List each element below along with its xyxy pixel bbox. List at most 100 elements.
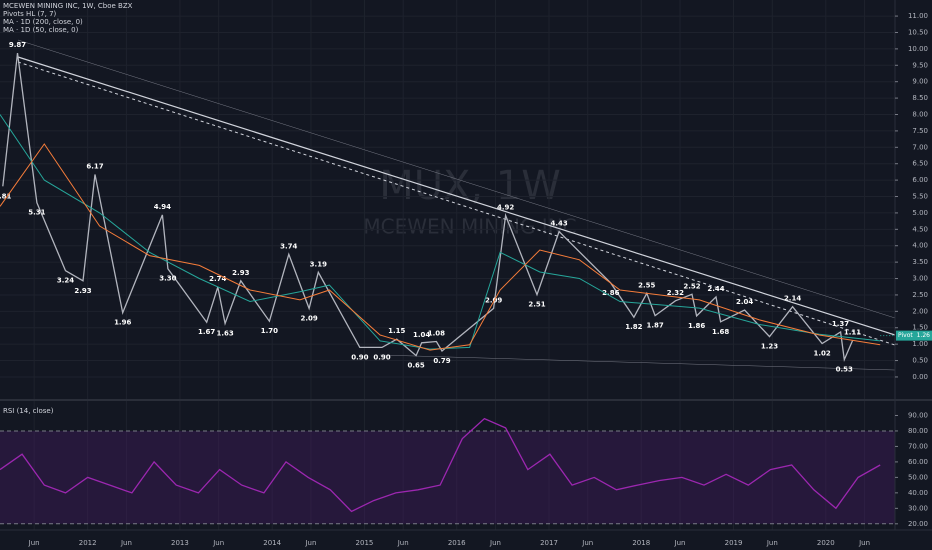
pivot-label: 3.19: [310, 260, 327, 268]
y-tick-label: 8.00: [912, 110, 928, 118]
y-tick-label: 20.00: [908, 520, 928, 528]
y-tick-label: 0.00: [912, 373, 928, 381]
x-tick-label: 2013: [171, 539, 189, 547]
x-tick-label: 2019: [725, 539, 743, 547]
pivot-label: 4.43: [551, 220, 568, 228]
y-tick-label: 3.50: [912, 258, 928, 266]
pivot-label: 1.04: [413, 331, 430, 339]
watermark: MUX, 1W: [379, 163, 561, 209]
support-line: [379, 354, 896, 371]
pivot-label: 1.11: [844, 329, 861, 337]
pivot-label: 1.63: [216, 329, 233, 337]
last-price-value: 1.26: [917, 332, 931, 339]
pivot-label: 3.74: [280, 242, 297, 250]
x-tick-label: Jun: [674, 539, 686, 547]
pivot-label: 5.31: [28, 209, 45, 217]
series-line: [0, 143, 881, 351]
watermark-subtitle: MCEWEN MINING INC: [363, 215, 576, 239]
y-tick-label: 40.00: [908, 489, 928, 497]
pivot-label: 2.74: [209, 275, 226, 283]
pivot-label: 1.08: [428, 330, 445, 338]
y-tick-label: 4.00: [912, 242, 928, 250]
y-tick-label: 6.50: [912, 160, 928, 168]
series-line: [0, 417, 881, 513]
series-line: [2, 53, 854, 362]
pivot-label: 1.23: [761, 343, 778, 351]
legend-entry: MA · 1D (50, close, 0): [3, 26, 79, 34]
x-tick-label: 2014: [263, 539, 281, 547]
pivot-label: 9.87: [9, 41, 26, 49]
last-price-name: Pivot: [898, 332, 913, 339]
x-tick-label: 2017: [540, 539, 558, 547]
x-tick-label: 2018: [632, 539, 650, 547]
y-tick-label: 1.00: [912, 340, 928, 348]
pivot-label: 2.51: [528, 301, 545, 309]
pivot-label: 0.90: [351, 353, 368, 361]
pivot-label: 2.44: [707, 285, 724, 293]
rsi-band: [0, 430, 895, 524]
pivot-label: 2.09: [300, 314, 317, 322]
pivot-label: 2.52: [683, 282, 700, 290]
pivot-label: 2.55: [638, 281, 655, 289]
chart-title: MCEWEN MINING INC, 1W, Cboe BZX: [3, 2, 133, 10]
x-tick-label: 2020: [817, 539, 835, 547]
pivot-label: 6.17: [86, 163, 103, 171]
y-tick-label: 10.00: [908, 45, 928, 53]
y-tick-label: 0.50: [912, 357, 928, 365]
y-tick-label: 3.00: [912, 275, 928, 283]
pivot-label: 1.87: [646, 322, 663, 330]
legend-entry: Pivots HL (7, 7): [3, 10, 57, 18]
last-price-tag: [896, 330, 932, 341]
y-tick-label: 7.00: [912, 143, 928, 151]
pivot-label: 0.79: [433, 357, 450, 365]
y-tick-label: 9.50: [912, 61, 928, 69]
pivot-label: 3.24: [57, 277, 74, 285]
trendline-thin: [17, 39, 896, 319]
pivot-label: 3.30: [159, 275, 176, 283]
y-tick-label: 30.00: [908, 504, 928, 512]
y-tick-label: 2.50: [912, 291, 928, 299]
y-tick-label: 90.00: [908, 411, 928, 419]
plot: 5.819.875.313.242.936.171.964.943.301.67…: [0, 41, 895, 513]
y-tick-label: 7.50: [912, 127, 928, 135]
trendline: [17, 56, 896, 336]
x-tick-label: 2015: [356, 539, 374, 547]
x-tick-label: Jun: [28, 539, 40, 547]
pivot-label: 2.86: [602, 289, 619, 297]
pivot-label: 0.90: [373, 353, 390, 361]
x-tick-label: 2012: [79, 539, 97, 547]
y-tick-label: 8.50: [912, 94, 928, 102]
y-tick-label: 2.00: [912, 307, 928, 315]
pivot-label: 4.94: [154, 203, 171, 211]
pivot-label: 2.09: [485, 296, 502, 304]
pivot-label: 2.93: [232, 269, 249, 277]
pivot-label: 1.68: [712, 328, 729, 336]
x-tick-label: Jun: [489, 539, 501, 547]
pivot-label: 2.93: [74, 287, 91, 295]
y-tick-label: 70.00: [908, 442, 928, 450]
x-tick-label: Jun: [581, 539, 593, 547]
x-tick-label: Jun: [304, 539, 316, 547]
y-tick-label: 4.50: [912, 225, 928, 233]
pivot-label: 5.81: [0, 192, 12, 200]
y-tick-label: 6.00: [912, 176, 928, 184]
legend-entry: MA · 1D (200, close, 0): [3, 18, 83, 26]
y-tick-label: 5.00: [912, 209, 928, 217]
x-tick-label: Jun: [212, 539, 224, 547]
pivot-label: 1.15: [388, 327, 405, 335]
y-tick-label: 60.00: [908, 458, 928, 466]
pivot-label: 2.14: [784, 295, 801, 303]
x-tick-label: Jun: [858, 539, 870, 547]
x-tick-label: 2016: [448, 539, 466, 547]
rsi-title: RSI (14, close): [3, 407, 54, 415]
pivot-label: 1.82: [625, 323, 642, 331]
pivot-label: 1.02: [813, 349, 830, 357]
x-tick-label: Jun: [397, 539, 409, 547]
pivot-label: 0.65: [407, 362, 424, 370]
pivot-label: 4.92: [497, 204, 514, 212]
y-tick-label: 1.50: [912, 324, 928, 332]
pivot-label: 0.53: [836, 366, 853, 374]
